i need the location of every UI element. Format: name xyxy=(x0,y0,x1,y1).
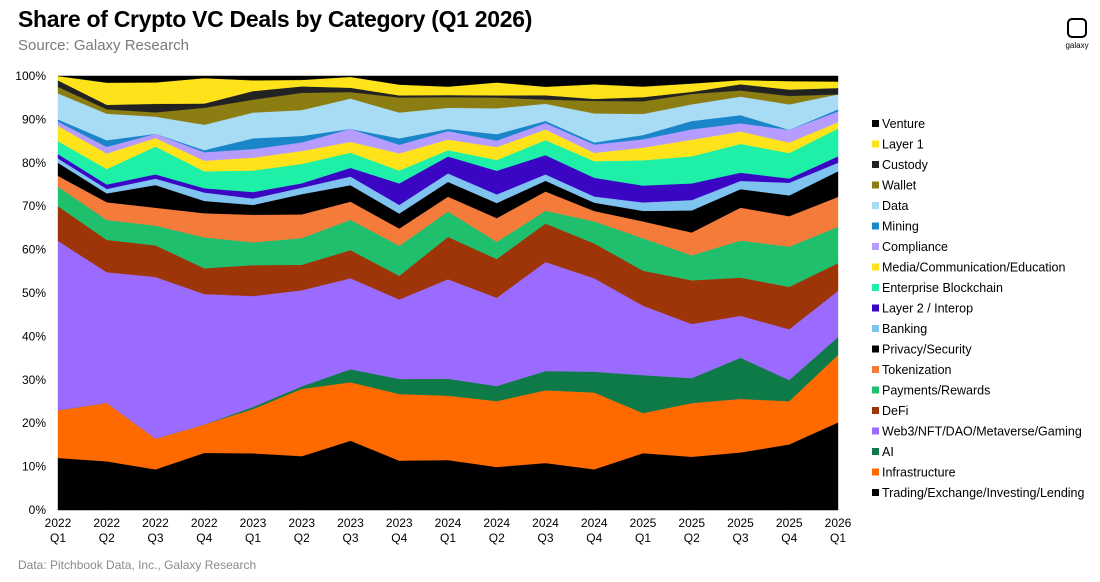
y-tick-label: 50% xyxy=(22,286,46,300)
x-tick-quarter: Q3 xyxy=(147,531,163,545)
x-tick-year: 2025 xyxy=(630,516,657,530)
legend-label: Enterprise Blockchain xyxy=(882,281,1003,295)
y-tick-label: 80% xyxy=(22,156,46,170)
legend-swatch xyxy=(872,202,879,209)
legend-swatch xyxy=(872,448,879,455)
legend-swatch xyxy=(872,489,879,496)
data-footnote: Data: Pitchbook Data, Inc., Galaxy Resea… xyxy=(18,558,257,572)
y-axis: 0% 10% 20% 30% 40% 50% 60% 70% 80% 90% 100% xyxy=(15,69,46,517)
legend-label: Trading/Exchange/Investing/Lending xyxy=(882,486,1085,500)
legend-label: Layer 2 / Interop xyxy=(882,302,973,316)
x-tick-quarter: Q3 xyxy=(732,531,748,545)
legend-label: Web3/NFT/DAO/Metaverse/Gaming xyxy=(882,425,1082,439)
x-tick-year: 2025 xyxy=(776,516,803,530)
area-venture xyxy=(57,75,839,87)
galaxy-logo: galaxy xyxy=(1060,18,1094,50)
legend-label: Data xyxy=(882,199,908,213)
legend-swatch xyxy=(872,386,879,394)
y-tick-label: 30% xyxy=(22,373,46,387)
legend-label: Media/Communication/Education xyxy=(882,261,1065,275)
x-tick-quarter: Q1 xyxy=(245,531,261,545)
x-tick-year: 2024 xyxy=(435,516,462,530)
y-tick-label: 100% xyxy=(15,69,46,83)
x-tick-quarter: Q1 xyxy=(830,531,846,545)
legend-label: Venture xyxy=(882,117,925,131)
galaxy-logo-icon xyxy=(1067,18,1087,38)
legend-label: Banking xyxy=(882,322,927,336)
x-tick-year: 2024 xyxy=(483,516,510,530)
y-tick-label: 40% xyxy=(22,329,46,343)
x-tick-year: 2023 xyxy=(288,516,315,530)
x-tick-quarter: Q1 xyxy=(50,531,66,545)
legend-label: Wallet xyxy=(882,179,917,193)
x-tick-quarter: Q4 xyxy=(196,531,212,545)
x-tick-year: 2024 xyxy=(581,516,608,530)
x-tick-quarter: Q3 xyxy=(342,531,358,545)
legend-swatch xyxy=(872,243,879,250)
x-tick-year: 2023 xyxy=(240,516,267,530)
x-tick-quarter: Q1 xyxy=(635,531,651,545)
galaxy-logo-text: galaxy xyxy=(1065,41,1089,50)
y-tick-label: 90% xyxy=(22,112,46,126)
legend-swatch xyxy=(872,181,879,189)
x-tick-quarter: Q2 xyxy=(294,531,310,545)
legend-label: Payments/Rewards xyxy=(882,384,990,398)
legend-label: Custody xyxy=(882,158,929,172)
chart-subtitle: Source: Galaxy Research xyxy=(18,37,189,54)
x-tick-year: 2026 xyxy=(825,516,852,530)
legend-swatch xyxy=(872,345,879,353)
y-tick-label: 60% xyxy=(22,243,46,257)
legend-swatch xyxy=(872,222,879,230)
legend-swatch xyxy=(872,304,879,312)
legend-label: Privacy/Security xyxy=(882,343,972,357)
x-tick-quarter: Q4 xyxy=(781,531,797,545)
legend-swatch xyxy=(872,120,879,127)
x-tick-quarter: Q2 xyxy=(99,531,115,545)
legend-swatch xyxy=(872,140,879,148)
legend-swatch xyxy=(872,468,879,476)
x-tick-year: 2022 xyxy=(191,516,218,530)
legend-label: Mining xyxy=(882,220,919,234)
x-axis: 2022Q12022Q22022Q32022Q42023Q12023Q22023… xyxy=(45,516,852,545)
x-tick-quarter: Q2 xyxy=(489,531,505,545)
x-tick-year: 2022 xyxy=(142,516,169,530)
x-tick-year: 2024 xyxy=(532,516,559,530)
x-tick-year: 2022 xyxy=(93,516,120,530)
x-tick-quarter: Q1 xyxy=(440,531,456,545)
legend-swatch xyxy=(872,263,879,271)
y-tick-label: 0% xyxy=(29,503,47,517)
x-tick-year: 2022 xyxy=(45,516,72,530)
x-tick-quarter: Q2 xyxy=(684,531,700,545)
legend-label: Layer 1 xyxy=(882,138,924,152)
legend-label: DeFi xyxy=(882,404,908,418)
legend-label: AI xyxy=(882,445,894,459)
legend-label: Infrastructure xyxy=(882,466,956,480)
legend-swatch xyxy=(872,161,879,168)
x-tick-quarter: Q4 xyxy=(391,531,407,545)
y-tick-label: 10% xyxy=(22,460,46,474)
y-tick-label: 20% xyxy=(22,416,46,430)
x-tick-year: 2023 xyxy=(386,516,413,530)
legend-label: Compliance xyxy=(882,240,948,254)
x-tick-quarter: Q4 xyxy=(586,531,602,545)
y-tick-label: 70% xyxy=(22,199,46,213)
area-series xyxy=(57,75,839,511)
legend-swatch xyxy=(872,366,879,373)
x-tick-year: 2025 xyxy=(678,516,705,530)
x-tick-quarter: Q3 xyxy=(537,531,553,545)
x-tick-year: 2023 xyxy=(337,516,364,530)
legend: Venture Layer 1 Custody Wallet Data Mining Com… xyxy=(872,117,1085,500)
legend-swatch xyxy=(872,407,879,414)
legend-swatch xyxy=(872,284,879,291)
legend-swatch xyxy=(872,325,879,332)
legend-label: Tokenization xyxy=(882,363,952,377)
x-tick-year: 2025 xyxy=(727,516,754,530)
legend-swatch xyxy=(872,427,879,435)
chart-title: Share of Crypto VC Deals by Category (Q1… xyxy=(18,6,533,32)
